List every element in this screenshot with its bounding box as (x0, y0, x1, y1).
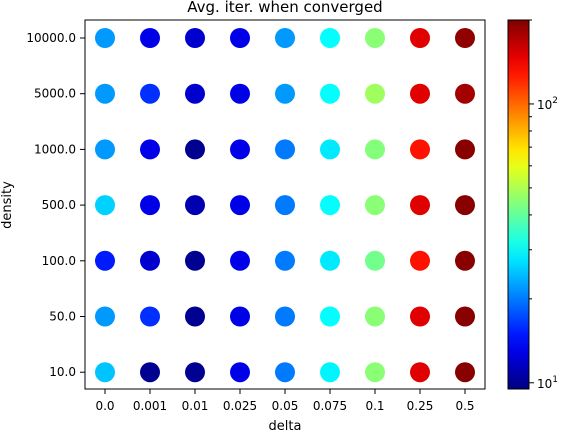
data-point (230, 306, 250, 327)
y-tick-label: 5000.0 (34, 87, 76, 101)
data-point (140, 83, 160, 104)
y-axis-ticks: 10.0 50.0 100.0 500.0 1000.0 5000.0 10000.0 (26, 31, 85, 379)
data-point (230, 362, 250, 383)
data-point (365, 28, 385, 48)
data-point (320, 195, 340, 216)
data-point (230, 195, 250, 216)
data-point (320, 306, 340, 327)
data-point (95, 306, 115, 327)
data-point (275, 83, 295, 104)
x-tick-label: 0.25 (407, 399, 434, 413)
x-tick-label: 0.0 (95, 399, 114, 413)
data-point (95, 362, 115, 383)
data-point (410, 250, 430, 271)
y-axis-label: density (0, 181, 15, 229)
data-point (185, 83, 205, 104)
data-point (410, 362, 430, 383)
x-tick-label: 0.1 (365, 399, 384, 413)
data-point (185, 139, 205, 160)
data-point (410, 139, 430, 160)
data-point (320, 28, 340, 48)
x-axis-label: delta (269, 419, 302, 433)
data-point (455, 28, 475, 48)
data-point (95, 139, 115, 160)
data-point (230, 139, 250, 160)
data-point (320, 139, 340, 160)
data-point (455, 83, 475, 104)
data-point (365, 83, 385, 104)
data-point (185, 28, 205, 48)
y-tick-label: 50.0 (49, 310, 76, 324)
x-tick-label: 0.01 (182, 399, 209, 413)
data-point (140, 195, 160, 216)
data-point (320, 250, 340, 271)
data-point (455, 250, 475, 271)
data-point (95, 250, 115, 271)
data-point (275, 250, 295, 271)
chart-title: Avg. iter. when converged (187, 0, 382, 16)
data-point (365, 139, 385, 160)
x-tick-label: 0.5 (455, 399, 474, 413)
data-point (410, 306, 430, 327)
y-tick-label: 100.0 (42, 254, 76, 268)
data-point (455, 362, 475, 383)
data-point (365, 250, 385, 271)
x-tick-label: 0.025 (223, 399, 257, 413)
colorbar-gradient (507, 19, 530, 390)
data-point (320, 83, 340, 104)
data-point (275, 362, 295, 383)
data-point (455, 306, 475, 327)
y-tick-label: 500.0 (42, 198, 76, 212)
colorbar-tick-label: 102 (537, 96, 558, 112)
data-point (455, 195, 475, 216)
data-point (185, 250, 205, 271)
y-tick-label: 1000.0 (34, 142, 76, 156)
data-point (95, 195, 115, 216)
data-point (95, 83, 115, 104)
data-point (275, 306, 295, 327)
x-tick-label: 0.001 (133, 399, 167, 413)
data-point (95, 28, 115, 48)
y-tick-label: 10.0 (49, 365, 76, 379)
x-tick-label: 0.075 (313, 399, 347, 413)
data-points (95, 28, 475, 383)
data-point (455, 139, 475, 160)
data-point (185, 306, 205, 327)
colorbar-tick-label: 101 (537, 375, 558, 391)
data-point (320, 362, 340, 383)
data-point (365, 306, 385, 327)
data-point (140, 250, 160, 271)
data-point (230, 83, 250, 104)
data-point (365, 362, 385, 383)
data-point (140, 306, 160, 327)
data-point (230, 250, 250, 271)
data-point (140, 139, 160, 160)
x-axis-ticks: 0.0 0.001 0.01 0.025 0.05 0.075 0.1 0.25 0.5 (95, 389, 475, 413)
data-point (410, 28, 430, 48)
data-point (410, 83, 430, 104)
data-point (230, 28, 250, 48)
colorbar: 101 102 (507, 19, 558, 391)
data-point (410, 195, 430, 216)
y-tick-label: 10000.0 (26, 31, 76, 45)
data-point (185, 195, 205, 216)
data-point (275, 28, 295, 48)
x-tick-label: 0.05 (272, 399, 299, 413)
data-point (275, 195, 295, 216)
data-point (275, 139, 295, 160)
data-point (140, 362, 160, 383)
data-point (185, 362, 205, 383)
data-point (365, 195, 385, 216)
data-point (140, 28, 160, 48)
